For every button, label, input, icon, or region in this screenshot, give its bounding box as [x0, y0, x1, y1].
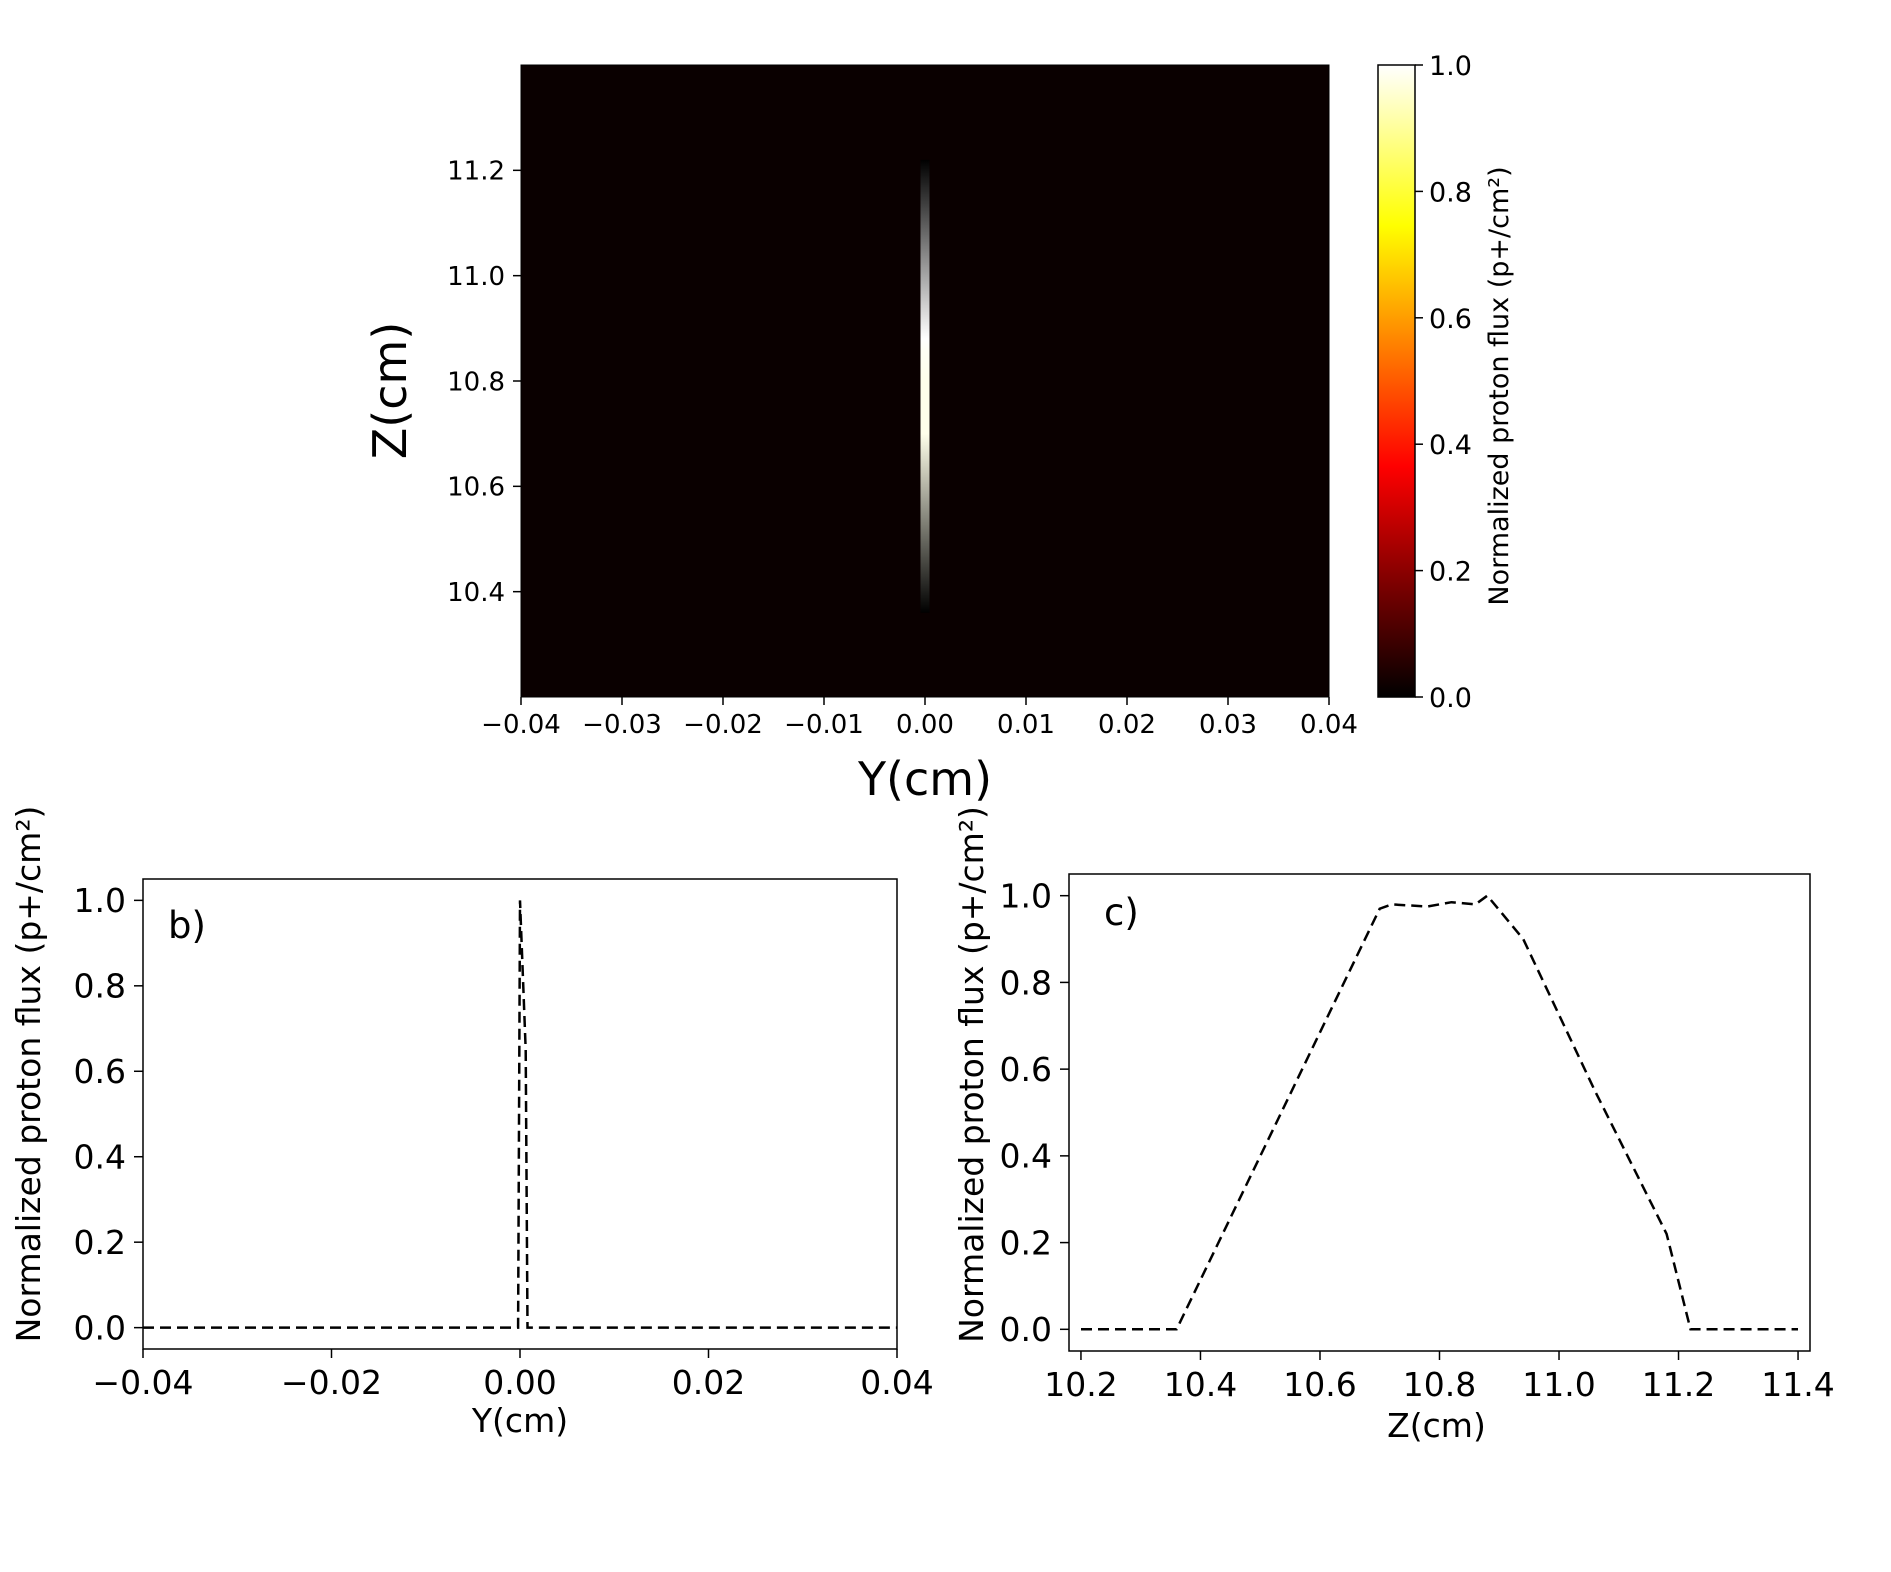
heatmap-y-tick-label: 11.2	[447, 157, 505, 187]
profile-z-x-tick-label: 11.0	[1522, 1365, 1595, 1404]
heatmap-x-tick-label: 0.04	[1300, 710, 1358, 740]
profile-z-x-tick-label: 11.2	[1642, 1365, 1715, 1404]
colorbar-tick-label: 0.2	[1429, 557, 1472, 588]
profile-z-y-tick-label: 0.8	[1000, 963, 1052, 1002]
colorbar-tick-label: 0.8	[1429, 177, 1472, 208]
heatmap-x-tick-label: −0.02	[683, 710, 763, 740]
profile-z-x-tick-label: 10.8	[1403, 1365, 1476, 1404]
heatmap-x-tick-label: 0.02	[1098, 710, 1156, 740]
panel-label-b: b)	[168, 904, 206, 947]
profile-z-x-ticks: 10.2 10.4 10.6 10.8 11.0 11.2 11.4	[1044, 1351, 1835, 1404]
heatmap-x-tick-label: 0.01	[997, 710, 1055, 740]
profile-z-y-ticks: 0.0 0.2 0.4 0.6 0.8 1.0	[1000, 877, 1069, 1349]
heatmap-y-axis-label: Z(cm)	[363, 322, 417, 460]
profile-z-x-axis-label: Z(cm)	[1387, 1406, 1486, 1445]
colorbar	[1377, 64, 1416, 698]
profile-y-y-axis-label: Normalized proton flux (p+/cm²)	[9, 806, 48, 1343]
heatmap-x-axis-label: Y(cm)	[857, 752, 992, 806]
heatmap-y-tick-label: 10.6	[447, 473, 505, 503]
heatmap-x-tick-label: −0.04	[481, 710, 561, 740]
heatmap-y-ticks: 10.4 10.6 10.8 11.0 11.2	[447, 157, 521, 608]
profile-y-chart: −0.04 −0.02 0.00 0.02 0.04 0.0 0.2 0.4 0.6 0.8 1.…	[9, 806, 934, 1440]
heatmap-y-tick-label: 10.8	[447, 367, 505, 397]
colorbar-tick-label: 1.0	[1429, 51, 1472, 82]
profile-y-x-ticks: −0.04 −0.02 0.00 0.02 0.04	[92, 1349, 934, 1402]
heatmap-x-tick-label: 0.03	[1199, 710, 1257, 740]
profile-z-frame	[1068, 873, 1811, 1352]
profile-z-x-tick-label: 10.4	[1164, 1365, 1237, 1404]
heatmap-y-tick-label: 11.0	[447, 262, 505, 292]
profile-y-x-tick-label: 0.02	[672, 1363, 745, 1402]
colorbar-tick-label: 0.6	[1429, 304, 1472, 335]
profile-z-y-tick-label: 0.4	[1000, 1137, 1052, 1176]
profile-y-y-tick-label: 0.8	[74, 967, 126, 1006]
heatmap-beam	[920, 159, 930, 613]
profile-y-x-axis-label: Y(cm)	[471, 1401, 568, 1440]
profile-y-x-tick-label: −0.02	[281, 1363, 382, 1402]
profile-y-y-tick-label: 0.2	[74, 1223, 126, 1262]
profile-y-y-ticks: 0.0 0.2 0.4 0.6 0.8 1.0	[74, 881, 143, 1348]
profile-z-x-tick-label: 10.6	[1283, 1365, 1356, 1404]
profile-z-chart: 10.2 10.4 10.6 10.8 11.0 11.2 11.4 0.00.20.40.…	[952, 806, 1835, 1445]
profile-z-y-tick-label: 0.6	[1000, 1050, 1052, 1089]
profile-y-x-tick-label: −0.04	[92, 1363, 193, 1402]
heatmap-x-tick-label: −0.03	[582, 710, 662, 740]
colorbar-tick-label: 0.4	[1429, 430, 1472, 461]
heatmap-chart: −0.04 −0.03 −0.02 −0.01 0.00 0.01 0.02 0.03 0.04…	[363, 51, 1515, 806]
colorbar-ticks: 0.0 0.2 0.4 0.6 0.8 1.0	[1415, 51, 1472, 714]
profile-z-y-axis-label: Normalized proton flux (p+/cm²)	[952, 806, 991, 1343]
profile-z-series-line	[1081, 893, 1798, 1331]
profile-y-y-tick-label: 0.4	[74, 1138, 126, 1177]
profile-z-y-tick-label: 0.0	[1000, 1310, 1052, 1349]
heatmap-x-tick-label: −0.01	[784, 710, 864, 740]
heatmap-x-tick-label: 0.00	[896, 710, 954, 740]
profile-y-x-tick-label: 0.04	[860, 1363, 933, 1402]
panel-label-c: c)	[1104, 891, 1139, 934]
profile-y-y-tick-label: 1.0	[74, 881, 126, 920]
profile-y-y-tick-label: 0.6	[74, 1052, 126, 1091]
profile-z-x-tick-label: 10.2	[1044, 1365, 1117, 1404]
profile-y-series-line	[143, 900, 897, 1329]
profile-y-y-tick-label: 0.0	[74, 1309, 126, 1348]
profile-z-y-tick-label: 0.2	[1000, 1223, 1052, 1262]
profile-y-x-tick-label: 0.00	[483, 1363, 556, 1402]
profile-z-x-tick-label: 11.4	[1761, 1365, 1834, 1404]
heatmap-y-tick-label: 10.4	[447, 578, 505, 608]
profile-z-y-tick-label: 1.0	[1000, 877, 1052, 916]
heatmap-x-ticks: −0.04 −0.03 −0.02 −0.01 0.00 0.01 0.02 0.03 0.04	[481, 697, 1358, 740]
colorbar-label: Normalized proton flux (p+/cm²)	[1484, 166, 1515, 605]
colorbar-tick-label: 0.0	[1429, 683, 1472, 714]
